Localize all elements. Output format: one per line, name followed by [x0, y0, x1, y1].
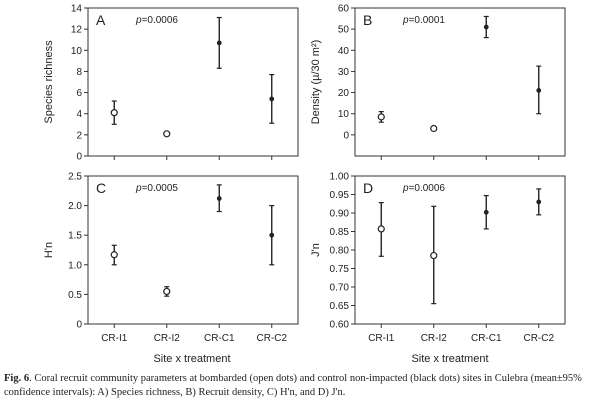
y-tick-label: 60 — [338, 4, 350, 15]
mean-point-open — [163, 287, 171, 296]
x-tick-label: CR-I2 — [421, 333, 448, 344]
x-axis-label-left: Site x treatment — [153, 353, 230, 365]
y-tick-label: 12 — [71, 25, 83, 36]
mean-point-filled — [483, 209, 489, 215]
y-tick-label: 14 — [71, 4, 83, 15]
x-tick-label: CR-I1 — [101, 333, 128, 344]
panel-c: 0 0.5 1.0 1.5 2.0 2.5 CR-I1 CR-I2 CR-C1 CR-C2 H'n C… — [43, 172, 299, 344]
figure: 0 2 4 6 8 10 12 14 Species richness A p=0.0006 0 10… — [43, 4, 566, 365]
y-tick-label: 1.5 — [68, 231, 82, 242]
y-tick-label: 0.75 — [330, 264, 350, 275]
mean-point-filled — [536, 88, 542, 93]
mean-point-open — [430, 124, 438, 133]
plot-frame — [354, 7, 566, 157]
y-tick-label: 0.70 — [330, 283, 350, 294]
panel-a: 0 2 4 6 8 10 12 14 Species richness A p=0.0006 — [43, 4, 299, 163]
y-axis-label: H'n — [43, 242, 55, 258]
y-tick-label: 2.0 — [68, 201, 82, 212]
p-value-annotation: p=0.0001 — [402, 15, 445, 26]
y-tick-label: 0.95 — [330, 190, 350, 201]
panel-letter: A — [96, 12, 106, 28]
mean-point-filled — [536, 199, 542, 205]
mean-point-filled — [216, 196, 222, 201]
plot-frame — [354, 175, 566, 325]
mean-point-open — [110, 251, 118, 259]
y-tick-label: 1.0 — [68, 260, 82, 271]
y-tick-label: 10 — [338, 109, 350, 120]
mean-point-open — [377, 113, 385, 121]
y-tick-label: 50 — [338, 25, 350, 36]
y-tick-label: 0 — [76, 320, 82, 331]
p-value-annotation: p=0.0006 — [135, 15, 178, 26]
y-tick-label: 0 — [76, 152, 82, 163]
mean-point-open — [377, 225, 385, 233]
y-tick-label: 20 — [338, 88, 350, 99]
y-tick-label: 40 — [338, 46, 350, 57]
y-axis-label: Density (µ/30 m²) — [310, 40, 322, 125]
mean-point-filled — [269, 232, 275, 238]
y-tick-label: 6 — [76, 88, 82, 99]
y-axis-label: J'n — [310, 243, 322, 257]
plot-frame — [87, 175, 299, 325]
x-axis-label-right: Site x treatment — [411, 353, 488, 365]
y-tick-label: 1.00 — [330, 172, 350, 183]
y-axis-label: Species richness — [43, 40, 55, 124]
mean-point-open — [163, 130, 171, 138]
y-tick-label: 0 — [343, 130, 349, 141]
y-tick-label: 0.5 — [68, 290, 82, 301]
y-tick-label: 0.65 — [330, 301, 350, 312]
plot-frame — [87, 7, 299, 157]
y-tick-label: 2.5 — [68, 172, 82, 183]
panel-letter: B — [363, 12, 372, 28]
y-tick-label: 4 — [76, 109, 82, 120]
mean-point-open — [430, 251, 438, 260]
mean-point-filled — [483, 24, 489, 30]
x-tick-label: CR-C1 — [471, 333, 502, 344]
panel-d: 0.60 0.65 0.70 0.75 0.80 0.85 0.90 0.95 1.00 CR-I… — [310, 172, 566, 344]
y-tick-label: 0.90 — [330, 209, 350, 220]
mean-point-open — [110, 109, 118, 117]
x-tick-label: CR-I2 — [154, 333, 181, 344]
mean-point-filled — [216, 40, 222, 46]
x-tick-label: CR-C2 — [523, 333, 554, 344]
y-tick-label: 0.60 — [330, 320, 350, 331]
y-tick-label: 0.80 — [330, 246, 350, 257]
y-tick-label: 2 — [76, 130, 82, 141]
p-value-annotation: p=0.0005 — [135, 183, 178, 194]
panel-letter: C — [96, 180, 106, 196]
y-tick-label: 0.85 — [330, 227, 350, 238]
panel-b: 0 10 20 30 40 50 60 Density (µ/30 m²) B p=0.0001 — [310, 4, 566, 160]
panel-letter: D — [363, 180, 373, 196]
caption-label: Fig. 6 — [4, 373, 30, 384]
y-tick-label: 30 — [338, 67, 350, 78]
y-tick-label: 10 — [71, 46, 83, 57]
figure-caption: Fig. 6. Coral recruit community paramete… — [4, 372, 607, 400]
y-tick-label: 8 — [76, 67, 82, 78]
p-value-annotation: p=0.0006 — [402, 183, 445, 194]
x-tick-label: CR-C2 — [256, 333, 287, 344]
x-tick-label: CR-I1 — [368, 333, 395, 344]
caption-text: . Coral recruit community parameters at … — [4, 373, 582, 398]
mean-point-filled — [269, 96, 275, 102]
x-tick-label: CR-C1 — [204, 333, 235, 344]
